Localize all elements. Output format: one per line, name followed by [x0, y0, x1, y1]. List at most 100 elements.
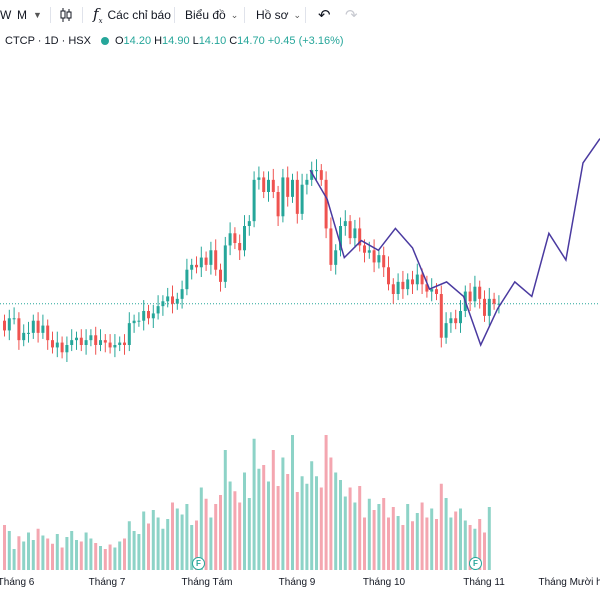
candle-body	[396, 281, 400, 294]
candle-body	[238, 243, 242, 251]
symbol-legend: CTCP · 1D · HSX O 14.20 H 14.90 L 14.10 C 14…	[0, 33, 344, 49]
volume-bar	[262, 465, 266, 570]
candle-body	[247, 221, 251, 226]
high-label: H	[154, 35, 163, 47]
candle-body	[391, 284, 395, 294]
volume-bar	[199, 487, 203, 570]
volume-bar	[391, 507, 395, 570]
volume-bar	[483, 532, 486, 570]
volume-bar	[319, 487, 323, 570]
volume-bar	[247, 498, 251, 570]
interval-week-button[interactable]: W	[0, 8, 12, 22]
volume-bar	[161, 528, 165, 570]
candle-body	[420, 274, 424, 285]
candle-body	[204, 257, 208, 265]
volume-bar	[132, 531, 136, 570]
candle-body	[60, 342, 64, 353]
candle-body	[492, 298, 496, 304]
interval-dropdown-button[interactable]: ▼	[33, 6, 42, 24]
volume-bar	[75, 540, 78, 570]
candle-body	[454, 318, 458, 324]
candle-body	[7, 318, 11, 331]
volume-bar	[305, 483, 309, 570]
function-icon: fx	[93, 5, 103, 25]
candle-body	[372, 250, 376, 263]
candle-body	[161, 301, 165, 307]
volume-bar	[94, 543, 98, 570]
volume-bar	[406, 504, 410, 570]
volume-bar	[315, 476, 318, 570]
volume-bar	[267, 481, 270, 570]
redo-button[interactable]: ↷	[345, 6, 358, 24]
candle-body	[425, 284, 429, 292]
candle-body	[137, 320, 141, 322]
x-axis-label: Tháng 9	[278, 577, 316, 588]
volume-bar	[396, 516, 400, 570]
high-value: 14.90	[162, 35, 190, 47]
candle-body	[214, 250, 218, 270]
volume-bar	[17, 536, 21, 570]
candle-body	[12, 318, 16, 320]
volume-bar	[3, 525, 6, 570]
toolbar-divider	[82, 7, 83, 23]
volume-bar	[478, 519, 482, 570]
symbol-name[interactable]: CTCP · 1D · HSX	[5, 35, 91, 47]
volume-bar	[329, 457, 333, 570]
volume-bar	[151, 510, 155, 570]
candle-body	[89, 335, 93, 341]
toolbar-divider	[305, 7, 306, 23]
close-value: 14.70	[237, 35, 265, 47]
volume-bar	[7, 531, 11, 570]
candle-body	[343, 221, 347, 226]
volume-bar	[233, 491, 237, 570]
indicators-button[interactable]: fx Các chỉ báo	[93, 5, 171, 25]
candle-body	[99, 340, 102, 345]
candle-body	[444, 323, 448, 338]
volume-bar	[70, 531, 74, 570]
candle-body	[199, 257, 203, 268]
event-marker[interactable]: F	[192, 557, 205, 570]
volume-bar	[195, 520, 198, 570]
candle-body	[127, 323, 131, 345]
profile-button[interactable]: Hồ sơ ⌄	[256, 6, 301, 24]
candle-body	[339, 226, 342, 251]
volume-bar	[84, 532, 88, 570]
chart-type-button[interactable]: Biểu đồ ⌄	[185, 6, 238, 24]
event-marker[interactable]: F	[469, 557, 482, 570]
candle-body	[382, 255, 386, 268]
volume-bar	[118, 541, 122, 570]
candle-body	[55, 342, 59, 348]
price-change: +0.45 (+3.16%)	[267, 35, 344, 47]
volume-bar	[238, 502, 242, 570]
candle-body	[387, 267, 390, 285]
volume-bar	[209, 517, 213, 570]
candles-button[interactable]	[59, 6, 73, 24]
volume-bar	[425, 517, 429, 570]
undo-button[interactable]: ↶	[318, 6, 331, 24]
redo-icon: ↷	[345, 7, 358, 24]
candle-body	[17, 318, 21, 341]
volume-bar	[473, 528, 477, 570]
candle-body	[219, 269, 222, 282]
candle-body	[103, 340, 107, 343]
volume-bar	[444, 498, 448, 570]
interval-month-button[interactable]: M	[17, 8, 27, 22]
candle-body	[430, 289, 434, 292]
volume-bar	[51, 543, 54, 570]
market-status-dot	[100, 37, 109, 45]
volume-bar	[348, 487, 352, 570]
volume-bar	[343, 496, 347, 570]
volume-bar	[22, 541, 26, 570]
candle-body	[228, 233, 232, 246]
candle-body	[209, 250, 213, 265]
candle-body	[223, 245, 227, 282]
candle-body	[118, 342, 122, 345]
candle-body	[41, 325, 45, 333]
volume-bar	[60, 547, 64, 570]
volume-bar	[324, 435, 328, 570]
candle-body	[468, 291, 472, 302]
candle-body	[27, 332, 30, 334]
candle-body	[262, 177, 266, 192]
candle-body	[319, 170, 323, 180]
